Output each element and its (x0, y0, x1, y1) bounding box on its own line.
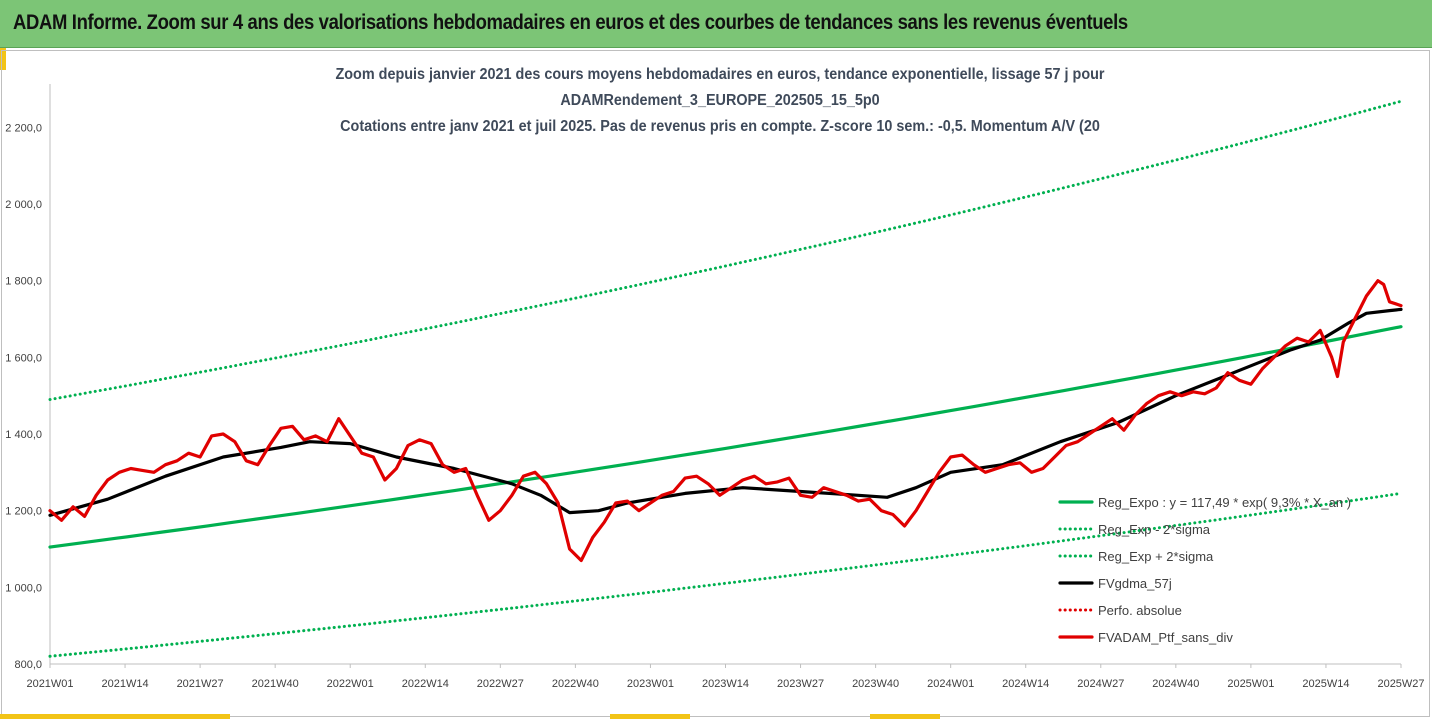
x-tick-label: 2024W14 (1002, 678, 1049, 690)
legend-label: Reg_Exp - 2*sigma (1098, 522, 1211, 537)
y-tick-label: 1 600,0 (5, 352, 42, 364)
chart-title-line-1: Zoom depuis janvier 2021 des cours moyen… (335, 66, 1105, 83)
x-tick-label: 2023W14 (702, 678, 749, 690)
left-accent-bar (0, 48, 6, 70)
chart-title-line-2: ADAMRendement_3_EUROPE_202505_15_5p0 (560, 92, 880, 109)
x-tick-label: 2022W01 (327, 678, 374, 690)
chart-title-line-3: Cotations entre janv 2021 et juil 2025. … (340, 118, 1100, 135)
y-tick-label: 1 200,0 (5, 506, 42, 518)
header-banner: ADAM Informe. Zoom sur 4 ans des valoris… (0, 0, 1432, 48)
x-tick-label: 2025W01 (1227, 678, 1274, 690)
legend-label: FVADAM_Ptf_sans_div (1098, 630, 1233, 645)
chart-frame (1, 50, 1430, 717)
x-tick-label: 2022W14 (402, 678, 449, 690)
y-tick-label: 1 400,0 (5, 429, 42, 441)
x-tick-label: 2022W27 (477, 678, 524, 690)
x-tick-label: 2021W40 (252, 678, 299, 690)
x-tick-label: 2023W01 (627, 678, 674, 690)
bottom-accent-right (870, 714, 940, 719)
x-tick-label: 2024W40 (1152, 678, 1199, 690)
x-tick-label: 2022W40 (552, 678, 599, 690)
legend-label: Reg_Exp + 2*sigma (1098, 549, 1214, 564)
legend-label: FVgdma_57j (1098, 576, 1172, 591)
series-reg-plus-2sigma (48, 99, 1403, 401)
x-tick-label: 2023W40 (852, 678, 899, 690)
series-reg-minus-2sigma (48, 491, 1403, 658)
bottom-accent-left (0, 714, 230, 719)
y-tick-label: 1 000,0 (5, 582, 42, 594)
y-tick-label: 2 200,0 (5, 122, 42, 134)
x-tick-label: 2025W27 (1377, 678, 1424, 690)
y-tick-label: 1 800,0 (5, 276, 42, 288)
y-tick-label: 800,0 (14, 659, 42, 671)
series-reg-expo (48, 325, 1403, 549)
x-tick-label: 2021W14 (102, 678, 149, 690)
y-tick-label: 2 000,0 (5, 199, 42, 211)
series-fvgdma-57j (48, 307, 1403, 517)
x-tick-label: 2021W27 (177, 678, 224, 690)
x-tick-label: 2024W27 (1077, 678, 1124, 690)
bottom-accent-middle (610, 714, 690, 719)
x-tick-label: 2021W01 (26, 678, 73, 690)
x-tick-label: 2025W14 (1302, 678, 1349, 690)
series-fvadam-ptf (48, 279, 1403, 563)
legend-label: Perfo. absolue (1098, 603, 1182, 618)
x-tick-label: 2024W01 (927, 678, 974, 690)
page-title: ADAM Informe. Zoom sur 4 ans des valoris… (13, 11, 1128, 34)
x-tick-label: 2023W27 (777, 678, 824, 690)
legend-label: Reg_Expo : y = 117,49 * exp( 9,3% * X_an… (1098, 495, 1351, 510)
